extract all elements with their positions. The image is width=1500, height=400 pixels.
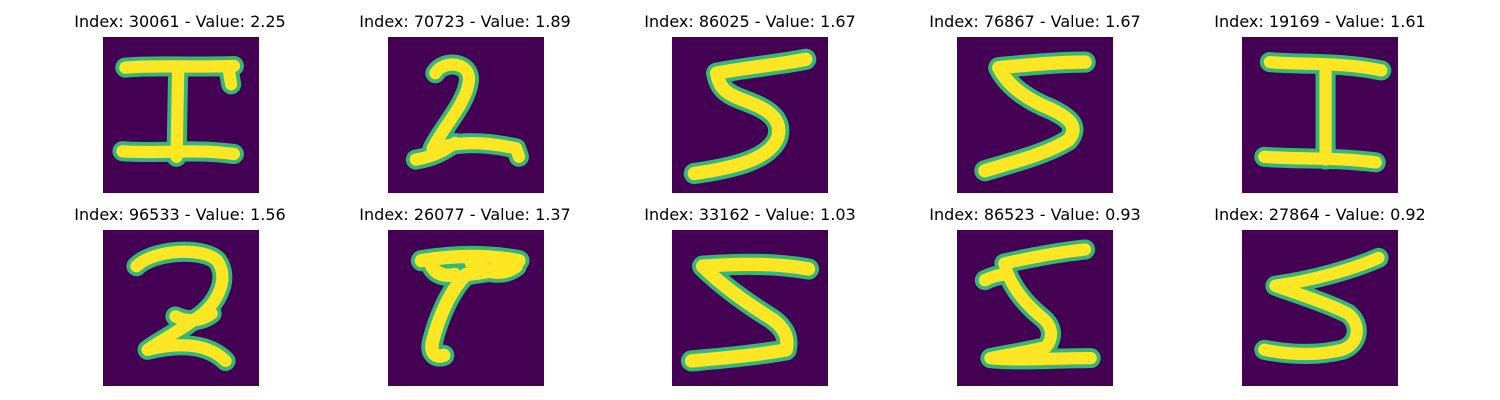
digit-5-icon	[957, 37, 1113, 193]
panel-title: Index: 19169 - Value: 1.61	[1214, 12, 1426, 31]
digit-5-icon	[957, 230, 1113, 386]
digit-image-panel	[672, 37, 828, 193]
digit-5-icon	[1242, 230, 1398, 386]
digit-5-icon	[672, 230, 828, 386]
panel-title: Index: 30061 - Value: 2.25	[74, 12, 286, 31]
panel-title: Index: 33162 - Value: 1.03	[644, 205, 856, 224]
digit-image-panel	[957, 230, 1113, 386]
panel-title: Index: 96533 - Value: 1.56	[74, 205, 286, 224]
digit-2-icon	[388, 37, 544, 193]
panel-title: Index: 26077 - Value: 1.37	[359, 205, 571, 224]
panel-title: Index: 86523 - Value: 0.93	[929, 205, 1141, 224]
digit-image-panel	[1242, 230, 1398, 386]
digit-5-icon	[672, 37, 828, 193]
panel-title: Index: 27864 - Value: 0.92	[1214, 205, 1426, 224]
digit-I-icon	[1242, 37, 1398, 193]
digit-image-panel	[1242, 37, 1398, 193]
digit-2-icon	[103, 230, 259, 386]
digit-I-icon	[103, 37, 259, 193]
digit-image-panel	[957, 37, 1113, 193]
panel-title: Index: 76867 - Value: 1.67	[929, 12, 1141, 31]
digit-image-panel	[672, 230, 828, 386]
panel-title: Index: 70723 - Value: 1.89	[359, 12, 571, 31]
digit-image-panel	[388, 230, 544, 386]
digit-image-panel	[103, 37, 259, 193]
digit-image-panel	[388, 37, 544, 193]
panel-title: Index: 86025 - Value: 1.67	[644, 12, 856, 31]
digit-7-icon	[388, 230, 544, 386]
digit-image-panel	[103, 230, 259, 386]
